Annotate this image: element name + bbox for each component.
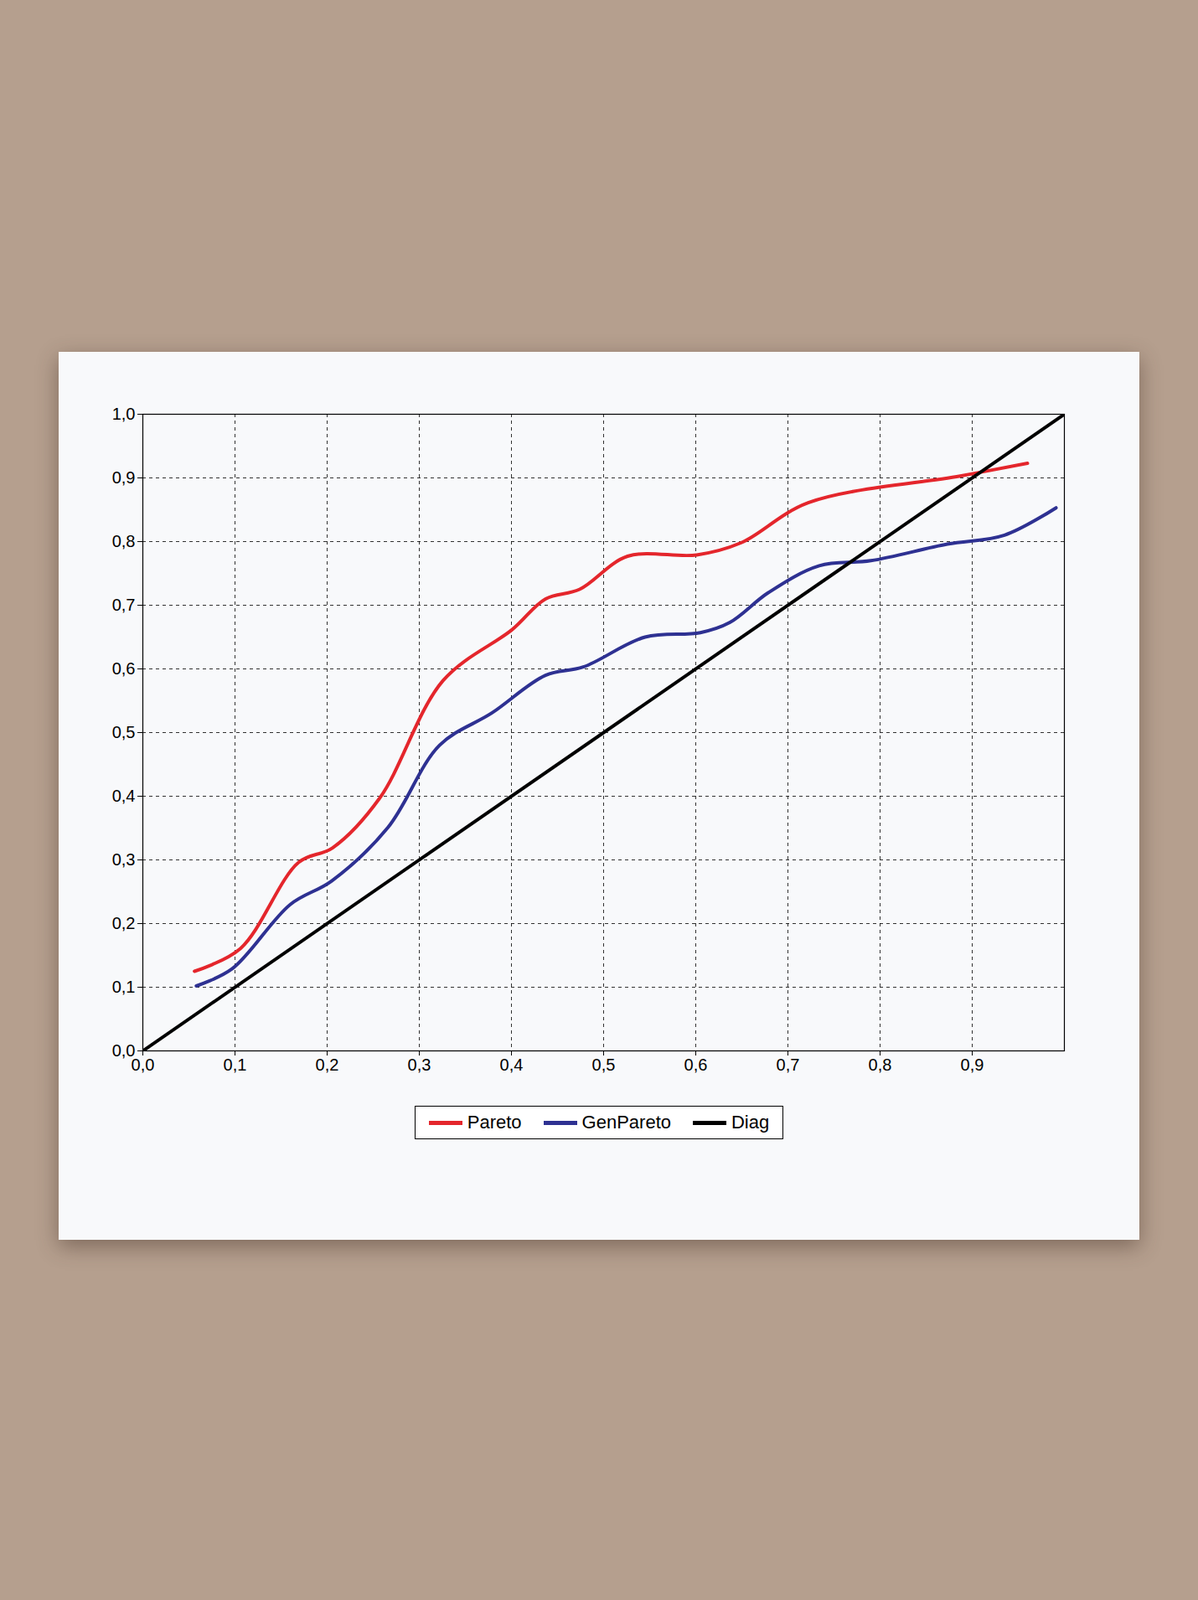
svg-text:0,2: 0,2 — [112, 913, 136, 933]
svg-text:0,6: 0,6 — [684, 1055, 708, 1075]
svg-text:0,7: 0,7 — [112, 595, 136, 615]
svg-text:0,1: 0,1 — [223, 1055, 248, 1075]
svg-text:0,5: 0,5 — [112, 722, 136, 742]
svg-text:0,3: 0,3 — [112, 850, 136, 869]
svg-text:0,1: 0,1 — [112, 977, 136, 997]
svg-text:0,2: 0,2 — [315, 1055, 340, 1075]
svg-text:0,7: 0,7 — [776, 1055, 801, 1075]
svg-text:0,4: 0,4 — [112, 786, 136, 806]
svg-text:0,5: 0,5 — [592, 1055, 616, 1075]
html-text:Pareto: Pareto — [467, 1111, 522, 1133]
html-text:GenPareto: GenPareto — [581, 1111, 672, 1133]
svg-text:0,4: 0,4 — [500, 1055, 524, 1075]
svg-text:0,0: 0,0 — [112, 1041, 136, 1060]
svg-text:0,8: 0,8 — [112, 531, 136, 551]
svg-text:0,9: 0,9 — [960, 1055, 985, 1075]
svg-text:0,6: 0,6 — [112, 659, 136, 678]
svg-text:0,0: 0,0 — [131, 1055, 155, 1075]
svg-text:0,9: 0,9 — [112, 468, 136, 487]
svg-text:0,8: 0,8 — [868, 1055, 893, 1075]
svg-text:1,0: 1,0 — [112, 404, 136, 424]
html-text:Diag: Diag — [731, 1111, 770, 1133]
svg-text:0,3: 0,3 — [407, 1055, 432, 1075]
